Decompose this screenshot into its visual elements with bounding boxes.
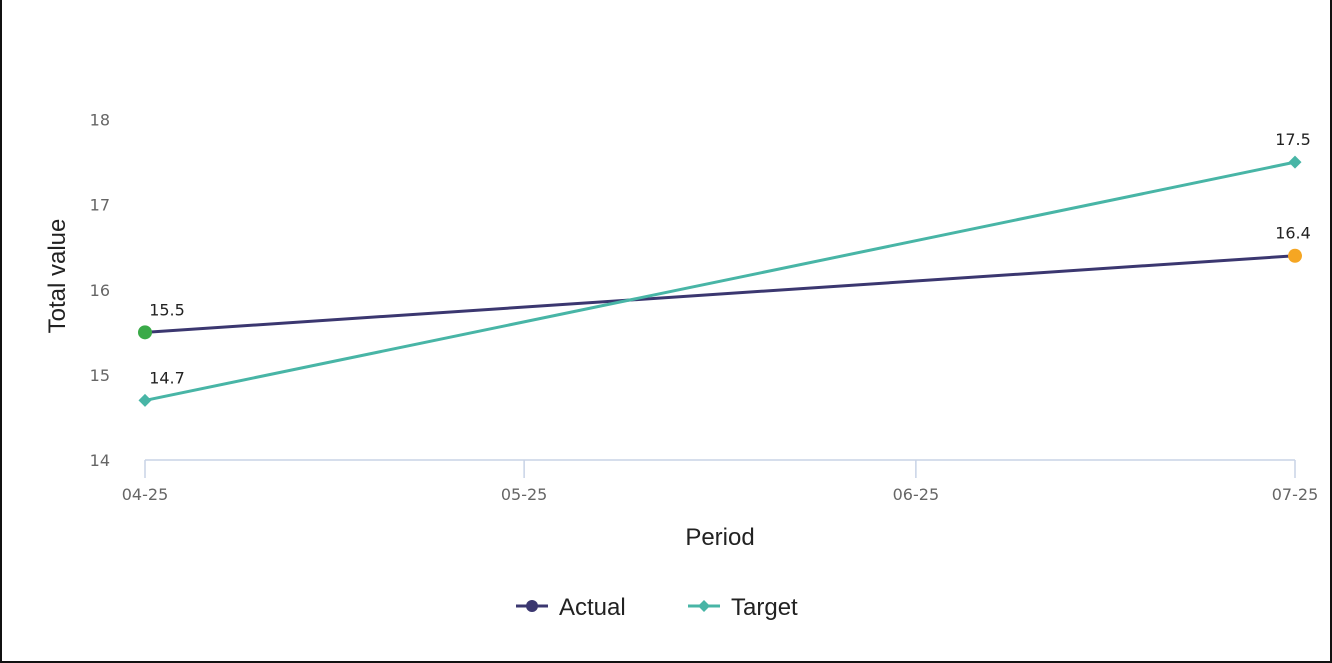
y-tick-label: 16 bbox=[90, 281, 110, 300]
legend-label: Actual bbox=[559, 594, 626, 621]
data-point-actual[interactable] bbox=[1288, 248, 1302, 263]
data-label: 15.5 bbox=[149, 300, 185, 319]
data-label: 17.5 bbox=[1275, 130, 1311, 149]
x-tick-label: 04-25 bbox=[122, 485, 169, 504]
x-axis-title: Period bbox=[685, 524, 754, 551]
legend-diamond-icon bbox=[698, 600, 710, 612]
data-point-target[interactable] bbox=[138, 393, 152, 407]
y-axis-title: Total value bbox=[44, 219, 71, 334]
series-line-actual bbox=[144, 254, 1296, 334]
legend-item-target[interactable]: Target bbox=[688, 594, 798, 621]
legend-label: Target bbox=[731, 594, 798, 621]
data-label: 14.7 bbox=[149, 368, 185, 387]
series-line-target bbox=[144, 160, 1296, 402]
y-tick-label: 14 bbox=[90, 451, 110, 470]
x-tick-label: 05-25 bbox=[501, 485, 548, 504]
legend-item-actual[interactable]: Actual bbox=[516, 594, 626, 621]
y-tick-label: 18 bbox=[90, 111, 110, 130]
data-point-target[interactable] bbox=[1288, 155, 1302, 169]
x-tick-label: 06-25 bbox=[893, 485, 940, 504]
data-point-actual[interactable] bbox=[138, 325, 152, 340]
x-tick-label: 07-25 bbox=[1272, 485, 1319, 504]
legend-circle-icon bbox=[526, 600, 538, 612]
data-label: 16.4 bbox=[1275, 224, 1311, 243]
y-tick-label: 17 bbox=[90, 196, 110, 215]
y-tick-label: 15 bbox=[90, 366, 110, 385]
